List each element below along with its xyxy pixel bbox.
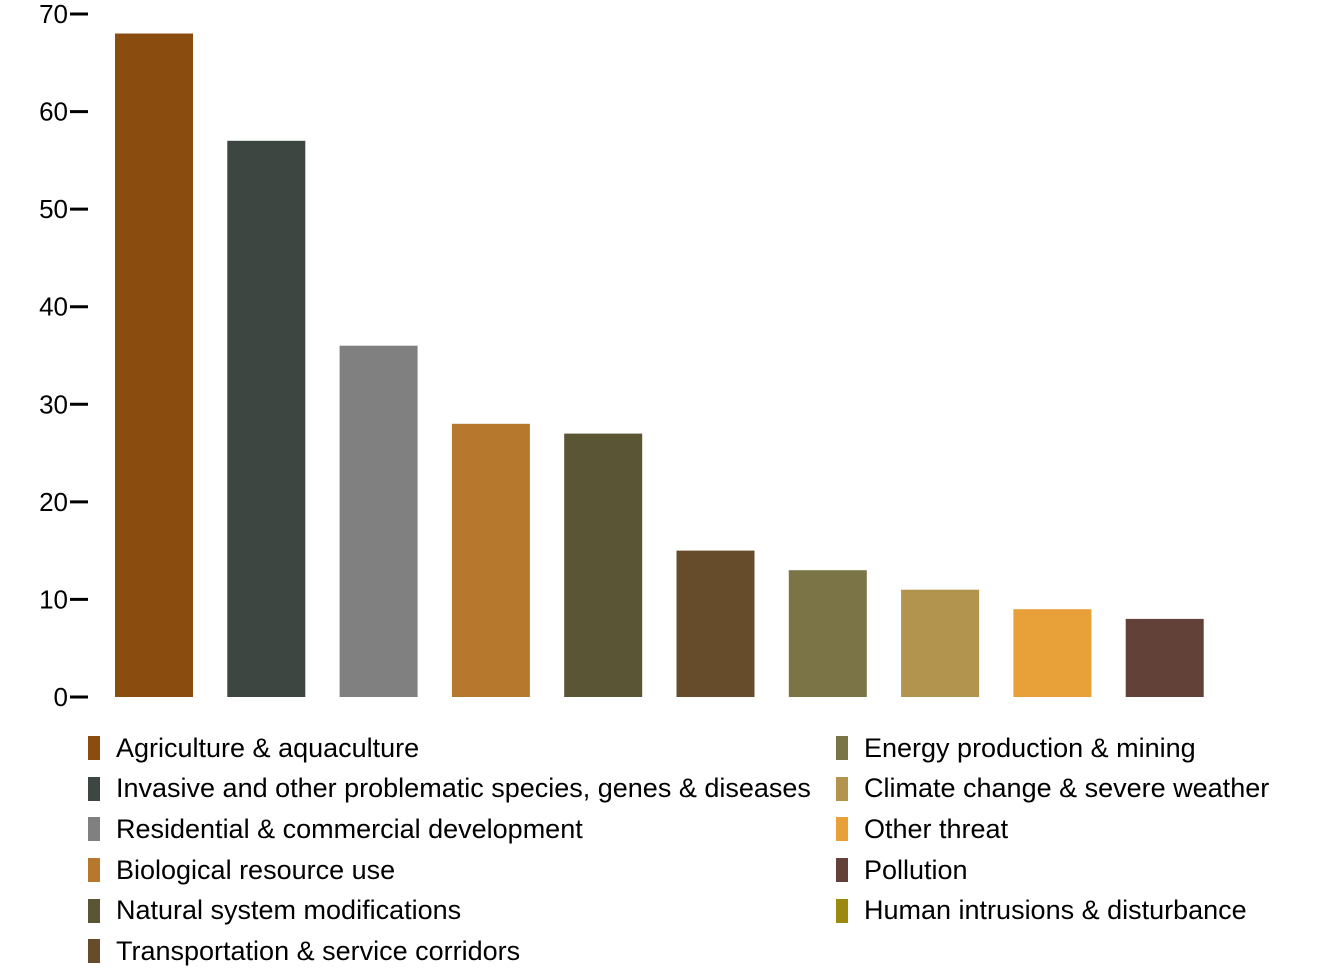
legend-label: Biological resource use	[116, 854, 396, 885]
y-tick-label: 50	[39, 194, 68, 224]
legend-swatch	[88, 776, 100, 801]
legend-item: Climate change & severe weather	[836, 769, 1269, 810]
legend-item: Energy production & mining	[836, 728, 1269, 769]
bar-8	[901, 589, 980, 697]
legend-column-left: Agriculture & aquaculture Invasive and ot…	[88, 728, 811, 972]
bar-7	[788, 570, 867, 697]
legend-swatch	[836, 817, 848, 842]
legend-label: Climate change & severe weather	[864, 773, 1270, 804]
y-axis: 0 10 20 30 40 50 60 70	[39, 0, 88, 712]
y-tick-label: 10	[39, 584, 68, 614]
legend-label: Other threat	[864, 813, 1009, 844]
legend-swatch	[836, 898, 848, 923]
bar-chart: 0 10 20 30 40 50 60 70	[39, 0, 1204, 712]
legend-swatch	[88, 939, 100, 964]
bar-9	[1013, 609, 1092, 697]
legend-item: Transportation & service corridors	[88, 931, 811, 972]
legend-swatch	[836, 736, 848, 761]
legend-item: Human intrusions & disturbance	[836, 890, 1269, 931]
bar-3	[339, 345, 418, 697]
bar-6	[676, 550, 755, 697]
legend-swatch	[836, 776, 848, 801]
bar-1	[115, 33, 193, 697]
legend-swatch	[88, 817, 100, 842]
bar-4	[451, 423, 530, 697]
legend-item: Invasive and other problematic species, …	[88, 769, 811, 810]
legend-item: Other threat	[836, 809, 1269, 850]
legend-swatch	[88, 736, 100, 761]
legend-label: Invasive and other problematic species, …	[116, 773, 811, 804]
y-tick-label: 60	[39, 97, 68, 127]
bar-2	[227, 140, 306, 698]
legend-item: Residential & commercial development	[88, 809, 811, 850]
bar-10	[1125, 618, 1204, 697]
y-tick-label: 0	[54, 682, 68, 712]
legend-label: Residential & commercial development	[116, 813, 583, 844]
legend-item: Pollution	[836, 850, 1269, 891]
legend-item: Natural system modifications	[88, 890, 811, 931]
legend-label: Transportation & service corridors	[116, 935, 521, 966]
y-tick-label: 70	[39, 0, 68, 29]
legend-column-right: Energy production & mining Climate change…	[836, 728, 1269, 931]
legend-swatch	[836, 858, 848, 883]
y-tick-label: 30	[39, 389, 68, 419]
legend-label: Energy production & mining	[864, 732, 1196, 763]
legend-label: Natural system modifications	[116, 895, 462, 926]
y-tick-label: 40	[39, 292, 68, 322]
y-tick-label: 20	[39, 487, 68, 517]
legend-swatch	[88, 858, 100, 883]
bars	[115, 33, 1204, 698]
legend-label: Agriculture & aquaculture	[116, 732, 420, 763]
bar-5	[564, 433, 643, 697]
legend-item: Biological resource use	[88, 850, 811, 891]
legend-swatch	[88, 898, 100, 923]
legend-label: Pollution	[864, 854, 968, 885]
legend: Agriculture & aquaculture Invasive and ot…	[88, 728, 1344, 964]
legend-item: Agriculture & aquaculture	[88, 728, 811, 769]
legend-label: Human intrusions & disturbance	[864, 895, 1247, 926]
